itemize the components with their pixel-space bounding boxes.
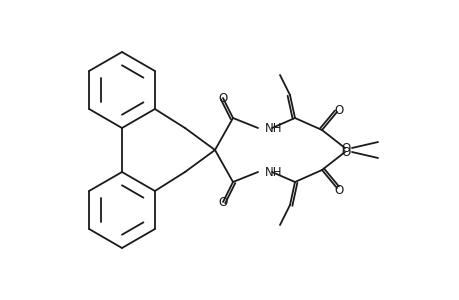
Text: O: O (334, 103, 343, 116)
Text: O: O (341, 146, 350, 158)
Text: O: O (218, 92, 227, 104)
Text: NH: NH (264, 166, 282, 178)
Text: O: O (341, 142, 350, 154)
Text: NH: NH (264, 122, 282, 134)
Text: O: O (334, 184, 343, 196)
Text: O: O (218, 196, 227, 208)
